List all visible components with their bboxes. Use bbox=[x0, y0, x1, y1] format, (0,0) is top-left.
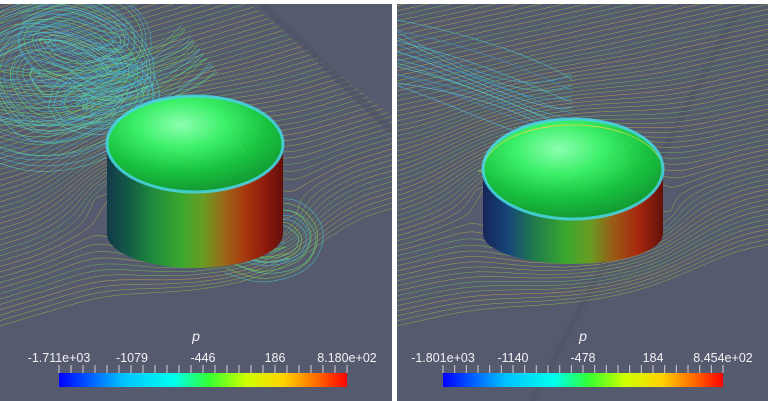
svg-text:p: p bbox=[191, 328, 200, 344]
svg-text:8.454e+02: 8.454e+02 bbox=[693, 351, 752, 365]
svg-text:p: p bbox=[578, 328, 587, 344]
svg-text:-1.801e+03: -1.801e+03 bbox=[411, 351, 475, 365]
svg-text:8.180e+02: 8.180e+02 bbox=[317, 351, 376, 365]
svg-text:186: 186 bbox=[265, 351, 286, 365]
svg-text:-446: -446 bbox=[190, 351, 215, 365]
svg-text:-1079: -1079 bbox=[116, 351, 148, 365]
svg-text:184: 184 bbox=[643, 351, 664, 365]
svg-text:-1.711e+03: -1.711e+03 bbox=[28, 351, 91, 365]
svg-text:-1140: -1140 bbox=[497, 351, 528, 365]
svg-text:-478: -478 bbox=[570, 351, 595, 365]
